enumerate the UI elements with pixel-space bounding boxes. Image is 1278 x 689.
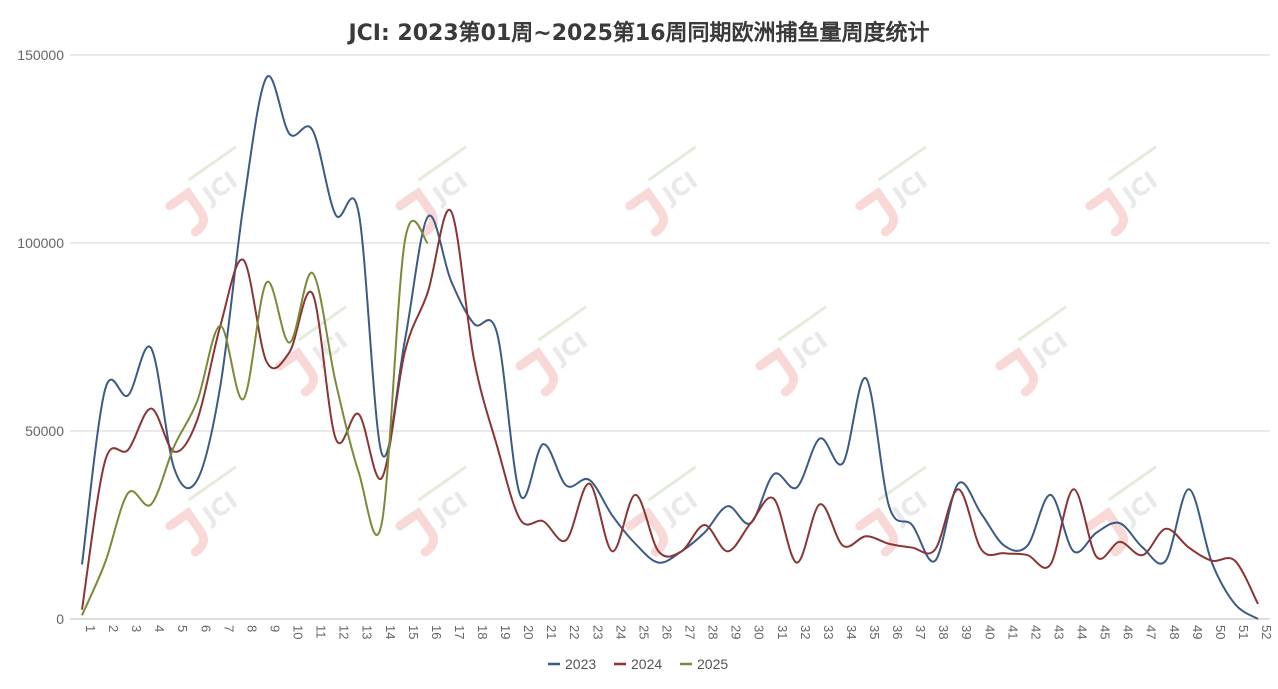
x-tick-label: 1: [83, 625, 98, 632]
svg-text:JCI: JCI: [786, 326, 833, 370]
svg-text:JCI: JCI: [196, 486, 243, 530]
x-tick-label: 8: [244, 625, 259, 632]
x-tick-label: 9: [267, 625, 282, 632]
x-tick-label: 43: [1051, 625, 1066, 639]
svg-text:JCI: JCI: [1116, 166, 1163, 210]
x-tick-label: 20: [521, 625, 536, 639]
series-lines: [81, 75, 1259, 620]
x-tick-label: 30: [752, 625, 767, 639]
jci-watermark: JCI: [625, 465, 703, 557]
svg-text:JCI: JCI: [656, 486, 703, 530]
legend-label: 2023: [565, 656, 596, 672]
jci-watermark: JCI: [165, 145, 243, 237]
jci-watermark: JCI: [855, 465, 933, 557]
y-tick-label: 0: [56, 611, 64, 627]
x-axis-ticks: 1 2 3 4 5 6 7 8 9 10 11 12 13 14 15 16 17 18 19 20 21 22 23 24 2…: [83, 625, 1274, 639]
x-tick-label: 22: [567, 625, 582, 639]
x-tick-label: 39: [959, 625, 974, 639]
x-tick-label: 3: [129, 625, 144, 632]
x-tick-label: 38: [936, 625, 951, 639]
series-line-2025: [81, 219, 429, 616]
x-tick-label: 27: [683, 625, 698, 639]
x-tick-label: 36: [890, 625, 905, 639]
x-tick-label: 19: [498, 625, 513, 639]
grid-lines: [70, 54, 1270, 620]
svg-text:JCI: JCI: [656, 166, 703, 210]
x-tick-label: 44: [1075, 625, 1090, 639]
x-tick-label: 46: [1121, 625, 1136, 639]
svg-text:JCI: JCI: [546, 326, 593, 370]
x-tick-label: 23: [590, 625, 605, 639]
legend-label: 2024: [631, 656, 662, 672]
x-tick-label: 24: [613, 625, 628, 639]
y-tick-label: 100000: [17, 235, 64, 251]
x-tick-label: 32: [798, 625, 813, 639]
x-tick-label: 16: [429, 625, 444, 639]
y-axis-ticks: 0 50000 100000 150000: [17, 47, 64, 627]
jci-watermark: JCI: [995, 305, 1073, 397]
jci-watermark: JCI: [395, 465, 473, 557]
x-tick-label: 21: [544, 625, 559, 639]
x-tick-label: 14: [383, 625, 398, 639]
jci-watermark: JCI: [755, 305, 833, 397]
x-tick-label: 10: [291, 625, 306, 639]
x-tick-label: 12: [337, 625, 352, 639]
x-tick-label: 5: [175, 625, 190, 632]
jci-watermark: JCI: [1085, 465, 1163, 557]
x-tick-label: 49: [1190, 625, 1205, 639]
x-tick-label: 2: [106, 625, 121, 632]
series-line-2023: [81, 75, 1259, 620]
x-tick-label: 17: [452, 625, 467, 639]
jci-watermark: JCI: [625, 145, 703, 237]
y-tick-label: 150000: [17, 47, 64, 63]
svg-text:JCI: JCI: [1026, 326, 1073, 370]
chart-title: JCI: 2023第01周~2025第16周同期欧洲捕鱼量周度统计: [346, 20, 929, 46]
series-line-2024: [81, 208, 1259, 610]
x-tick-label: 40: [982, 625, 997, 639]
jci-watermark: JCI: [1085, 145, 1163, 237]
x-tick-label: 6: [198, 625, 213, 632]
x-tick-label: 34: [844, 625, 859, 639]
x-tick-label: 47: [1144, 625, 1159, 639]
x-tick-label: 37: [913, 625, 928, 639]
x-tick-label: 4: [152, 625, 167, 632]
x-tick-label: 13: [360, 625, 375, 639]
x-tick-label: 18: [475, 625, 490, 639]
x-tick-label: 26: [659, 625, 674, 639]
x-tick-label: 25: [636, 625, 651, 639]
x-tick-label: 50: [1213, 625, 1228, 639]
x-tick-label: 31: [775, 625, 790, 639]
x-tick-label: 42: [1028, 625, 1043, 639]
x-tick-label: 41: [1005, 625, 1020, 639]
svg-text:JCI: JCI: [196, 166, 243, 210]
x-tick-label: 29: [729, 625, 744, 639]
x-tick-label: 48: [1167, 625, 1182, 639]
jci-watermark: JCI: [515, 305, 593, 397]
x-tick-label: 28: [706, 625, 721, 639]
svg-text:JCI: JCI: [886, 166, 933, 210]
x-tick-label: 51: [1236, 625, 1251, 639]
x-tick-label: 45: [1098, 625, 1113, 639]
x-tick-label: 7: [221, 625, 236, 632]
svg-text:JCI: JCI: [426, 486, 473, 530]
x-tick-label: 35: [867, 625, 882, 639]
x-tick-label: 52: [1259, 625, 1274, 639]
jci-watermark: JCI: [855, 145, 933, 237]
x-tick-label: 33: [821, 625, 836, 639]
legend: 2023 2024 2025: [548, 656, 728, 672]
svg-text:JCI: JCI: [426, 166, 473, 210]
svg-text:JCI: JCI: [1116, 486, 1163, 530]
x-tick-label: 11: [314, 625, 329, 639]
x-tick-label: 15: [406, 625, 421, 639]
legend-label: 2025: [697, 656, 728, 672]
y-tick-label: 50000: [25, 423, 64, 439]
